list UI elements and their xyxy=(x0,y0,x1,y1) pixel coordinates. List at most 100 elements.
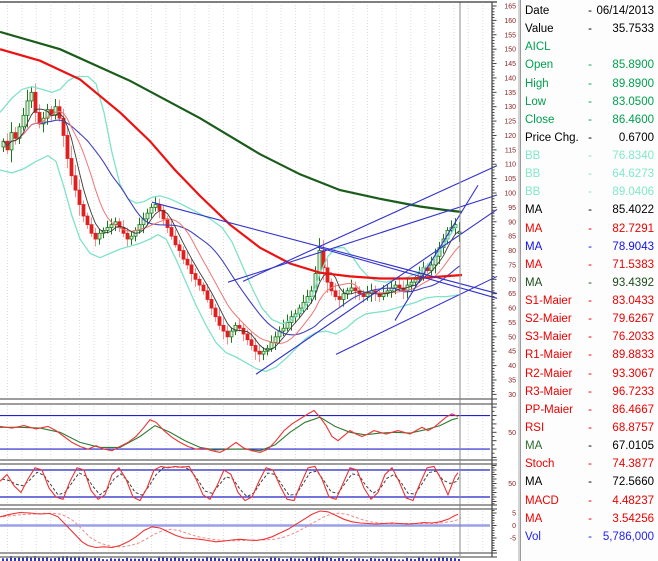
volume-bar xyxy=(334,558,336,561)
quote-label: MACD xyxy=(525,494,559,507)
candle-body xyxy=(25,100,30,116)
candle-body xyxy=(197,278,202,286)
volume-bar xyxy=(42,557,44,561)
quote-value: 83.0433 xyxy=(612,295,654,308)
volume-bar xyxy=(390,558,392,561)
quote-row-ma: MA - 82.7291 xyxy=(521,220,658,238)
quote-row-open: Open - 85.8900 xyxy=(521,56,658,74)
chart-area[interactable]: 30 35 40 45 50 55 60 65 70 75 80 85 90 95 100 105 110 115… xyxy=(0,0,520,561)
volume-bar xyxy=(266,559,268,561)
quote-label: High xyxy=(525,77,549,90)
volume-bar xyxy=(246,558,248,561)
volume-bar xyxy=(450,558,452,561)
volume-bar xyxy=(366,559,368,561)
volume-bar xyxy=(106,559,108,561)
volume-bar xyxy=(350,559,352,561)
candle-body xyxy=(237,324,242,329)
candle-body xyxy=(105,227,110,231)
price-chart-svg: 3035404550556065707580859095100105110115… xyxy=(0,0,520,561)
candle-body xyxy=(325,267,330,283)
volume-bar xyxy=(238,558,240,561)
axis-tick-label: 135 xyxy=(504,90,516,97)
quote-row-ma: MA - 93.4392 xyxy=(521,274,658,292)
trendline xyxy=(242,165,498,282)
volume-bar xyxy=(342,558,344,561)
rsi-ma-line xyxy=(0,416,459,452)
candle-body xyxy=(329,281,334,292)
candle-body xyxy=(169,227,174,237)
candle-body xyxy=(89,224,94,234)
candle-body xyxy=(29,91,34,102)
volume-bar xyxy=(386,558,388,561)
candle-body xyxy=(85,215,90,226)
candle-body xyxy=(137,224,142,231)
axis-tick-label: 100 xyxy=(504,191,516,198)
quote-label: MA xyxy=(525,240,543,253)
quote-value: 64.6273 xyxy=(612,168,654,181)
candle-body xyxy=(353,287,358,292)
volume-bar xyxy=(338,558,340,561)
axis-tick-label: 75 xyxy=(508,262,516,269)
quote-row-pp-maier: PP-Maier - 86.4667 xyxy=(521,401,658,419)
candle-body xyxy=(253,345,258,352)
quote-dash: - xyxy=(588,403,592,416)
volume-bar xyxy=(258,558,260,561)
volume-bar xyxy=(438,557,440,561)
quote-label: BB xyxy=(525,186,541,199)
quote-row-r1-maier: R1-Maier - 89.8833 xyxy=(521,346,658,364)
quote-row-date: Date -06/14/2013 xyxy=(521,2,658,20)
candle-body xyxy=(129,235,134,240)
candle-body xyxy=(57,106,62,119)
quote-value: 76.2033 xyxy=(612,331,654,344)
volume-bar xyxy=(298,558,300,561)
volume-bar xyxy=(206,557,208,561)
quote-dash: - xyxy=(588,150,592,163)
stoch-k-line xyxy=(0,465,459,502)
volume-bar xyxy=(254,558,256,561)
quote-row-value: Value - 35.7533 xyxy=(521,20,658,38)
candle-body xyxy=(377,293,382,297)
axis-tick-label: 125 xyxy=(504,119,516,126)
quote-dash: - xyxy=(588,222,592,235)
volume-bar xyxy=(314,556,316,561)
volume-bar xyxy=(134,558,136,561)
volume-bar xyxy=(46,557,48,561)
candle-body xyxy=(69,158,74,177)
quote-row-macd: MACD - 4.48237 xyxy=(521,492,658,510)
quote-label: MA xyxy=(525,222,543,235)
volume-bar xyxy=(166,558,168,561)
quote-row-stoch: Stoch - 74.3877 xyxy=(521,455,658,473)
volume-bar xyxy=(78,556,80,561)
volume-bar xyxy=(310,558,312,561)
trendline xyxy=(255,208,498,375)
quote-value: 82.7291 xyxy=(612,222,654,235)
candle-body xyxy=(385,290,390,295)
volume-bar xyxy=(30,557,32,561)
bb-lower-line xyxy=(0,154,459,373)
candle-body xyxy=(317,250,322,274)
candle-body xyxy=(413,278,418,283)
quote-dash: - xyxy=(588,313,592,326)
quote-dash: - xyxy=(588,421,592,434)
volume-bar xyxy=(82,557,84,561)
volume-bar xyxy=(102,559,104,561)
candle-body xyxy=(113,221,118,226)
volume-bar xyxy=(214,557,216,561)
candle-body xyxy=(249,339,254,346)
volume-bar xyxy=(154,559,156,561)
quote-label: R1-Maier xyxy=(525,349,573,362)
axis-tick-label: 145 xyxy=(504,61,516,68)
trendline xyxy=(394,184,479,321)
volume-bar xyxy=(94,557,96,561)
volume-bar xyxy=(190,558,192,561)
ma100-line xyxy=(0,48,463,280)
ma20-line xyxy=(3,119,460,336)
axis-tick-label: 50 xyxy=(508,334,516,341)
volume-bar xyxy=(110,558,112,561)
volume-bar xyxy=(278,558,280,561)
quote-value: 96.7233 xyxy=(612,385,654,398)
candle-body xyxy=(21,114,26,128)
candle-body xyxy=(285,322,290,329)
volume-bar xyxy=(322,556,324,561)
quote-value: 89.0406 xyxy=(612,186,654,199)
